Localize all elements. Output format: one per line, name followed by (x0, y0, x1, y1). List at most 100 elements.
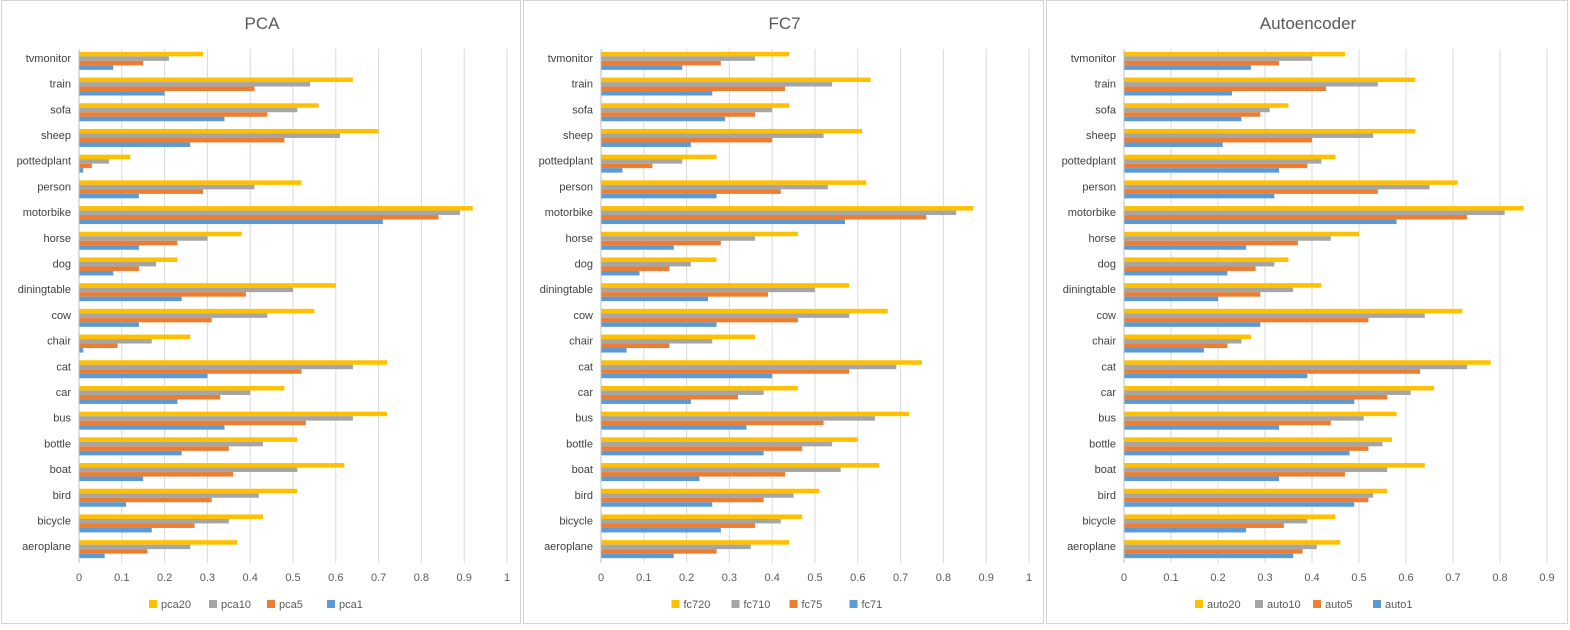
category-label: bicycle (37, 515, 71, 527)
bar-auto1-sofa (1124, 116, 1242, 122)
bar-fc710-boat (601, 467, 841, 473)
x-tick-label: 0.4 (1304, 572, 1319, 584)
category-label: bus (53, 413, 71, 425)
bar-fc710-aeroplane (601, 544, 751, 550)
category-label: cat (1101, 361, 1116, 373)
category-label: diningtable (18, 284, 71, 296)
bar-fc75-diningtable (601, 292, 768, 297)
bar-pca5-bicycle (79, 523, 195, 528)
bar-fc71-bicycle (601, 527, 721, 533)
category-label: dog (53, 258, 71, 270)
pca-chart: PCA 0 0.1 0.2 0.3 0.4 0.5 0.6 0.7 0.8 0.9 1 aeroplan… (17, 14, 511, 611)
bar-pca10-boat (79, 467, 298, 473)
bar-fc720-cow (601, 308, 888, 314)
bar-auto1-chair (1124, 348, 1204, 353)
bar-pca10-chair (79, 339, 152, 344)
bar-auto5-boat (1124, 472, 1345, 477)
bar-fc710-cat (601, 364, 897, 370)
bar-auto20-train (1124, 77, 1416, 83)
bar-auto5-bird (1124, 497, 1369, 503)
x-tick-label: 0.6 (328, 572, 343, 584)
bar-auto10-cow (1124, 313, 1425, 318)
legend-label-pca20: pca20 (161, 599, 191, 611)
legend-label-auto1: auto1 (1385, 599, 1413, 611)
bar-pca1-train (79, 91, 165, 96)
bar-auto5-car (1124, 394, 1388, 400)
bar-pca10-tvmonitor (79, 56, 169, 61)
bar-fc710-cow (601, 313, 850, 318)
bar-pca20-sheep (79, 128, 379, 134)
category-label: car (578, 387, 594, 399)
bar-fc710-sheep (601, 133, 824, 138)
chart-title: PCA (245, 14, 281, 33)
bar-auto5-chair (1124, 343, 1228, 349)
chart-panel-autoencoder: Autoencoder 0 0.1 0.2 0.3 0.4 0.5 0.6 0.7 0.8 0.9 a… (1046, 0, 1568, 624)
bar-auto1-bottle (1124, 450, 1350, 456)
category-label: train (1095, 79, 1116, 91)
bar-pca20-dog (79, 257, 178, 262)
bar-auto10-diningtable (1124, 287, 1294, 293)
bar-pca20-sofa (79, 103, 319, 108)
category-label: cat (578, 361, 593, 373)
legend-swatch-fc75 (789, 600, 798, 608)
bar-fc720-chair (601, 334, 756, 340)
bar-fc75-cow (601, 317, 798, 323)
bar-pca1-bird (79, 502, 127, 507)
bar-pca5-dog (79, 266, 139, 271)
x-tick-label: 0.5 (807, 572, 822, 584)
category-label: chair (47, 336, 71, 348)
x-tick-label: 0.3 (200, 572, 215, 584)
bar-pca20-train (79, 77, 353, 83)
bar-pca20-tvmonitor (79, 51, 204, 57)
bar-pca20-car (79, 385, 285, 391)
bar-auto10-person (1124, 184, 1430, 190)
bar-pca1-car (79, 399, 178, 404)
bar-auto1-cat (1124, 373, 1308, 379)
bar-auto20-bird (1124, 488, 1388, 494)
bar-auto20-aeroplane (1124, 540, 1341, 545)
bar-auto10-boat (1124, 467, 1388, 473)
bar-pca1-cow (79, 322, 139, 327)
category-label: bird (1098, 490, 1116, 502)
category-label: cow (1096, 310, 1116, 322)
autoencoder-chart: Autoencoder 0 0.1 0.2 0.3 0.4 0.5 0.6 0.7 0.8 0.9 a… (1062, 14, 1555, 611)
x-tick-label: 0.8 (1492, 572, 1507, 584)
bar-pca1-person (79, 193, 139, 199)
bar-pca5-chair (79, 343, 118, 349)
x-tick-label: 0 (598, 572, 604, 584)
bar-fc710-car (601, 390, 764, 395)
bar-fc71-cat (601, 373, 773, 379)
fc7-chart: FC7 0 0.1 0.2 0.3 0.4 0.5 0.6 0.7 0.8 0.9 1 aeroplan… (539, 14, 1033, 611)
bar-fc720-tvmonitor (601, 51, 790, 57)
category-label: bottle (44, 438, 71, 450)
legend-swatch-auto5 (1313, 600, 1321, 608)
bar-auto10-sheep (1124, 133, 1374, 138)
bar-fc71-motorbike (601, 219, 845, 225)
bar-fc71-bird (601, 502, 713, 507)
bar-auto5-pottedplant (1124, 163, 1308, 169)
x-tick-label: 0.1 (636, 572, 651, 584)
x-tick-label: 0.7 (893, 572, 908, 584)
bar-pca1-cat (79, 373, 208, 379)
legend-swatch-pca10 (209, 600, 217, 608)
x-tick-label: 0.1 (114, 572, 129, 584)
bar-fc720-bottle (601, 437, 858, 442)
x-tick-label: 0.9 (979, 572, 994, 584)
bar-fc720-bus (601, 411, 910, 417)
bar-auto10-bottle (1124, 441, 1383, 447)
bar-pca10-sofa (79, 107, 298, 113)
legend-swatch-auto20 (1195, 600, 1203, 608)
bar-pca10-horse (79, 236, 208, 241)
bar-fc75-horse (601, 240, 721, 246)
bar-fc75-bus (601, 420, 824, 426)
legend-label-fc720: fc720 (684, 599, 711, 611)
bar-fc71-dog (601, 270, 640, 276)
bar-pca5-sheep (79, 137, 285, 143)
bar-fc71-cow (601, 322, 717, 327)
bar-auto20-bottle (1124, 437, 1392, 442)
bar-pca10-aeroplane (79, 544, 191, 550)
bar-pca1-pottedplant (79, 168, 84, 173)
bar-auto20-boat (1124, 463, 1425, 468)
bar-fc720-sheep (601, 128, 863, 134)
legend-label-fc710: fc710 (744, 599, 771, 611)
